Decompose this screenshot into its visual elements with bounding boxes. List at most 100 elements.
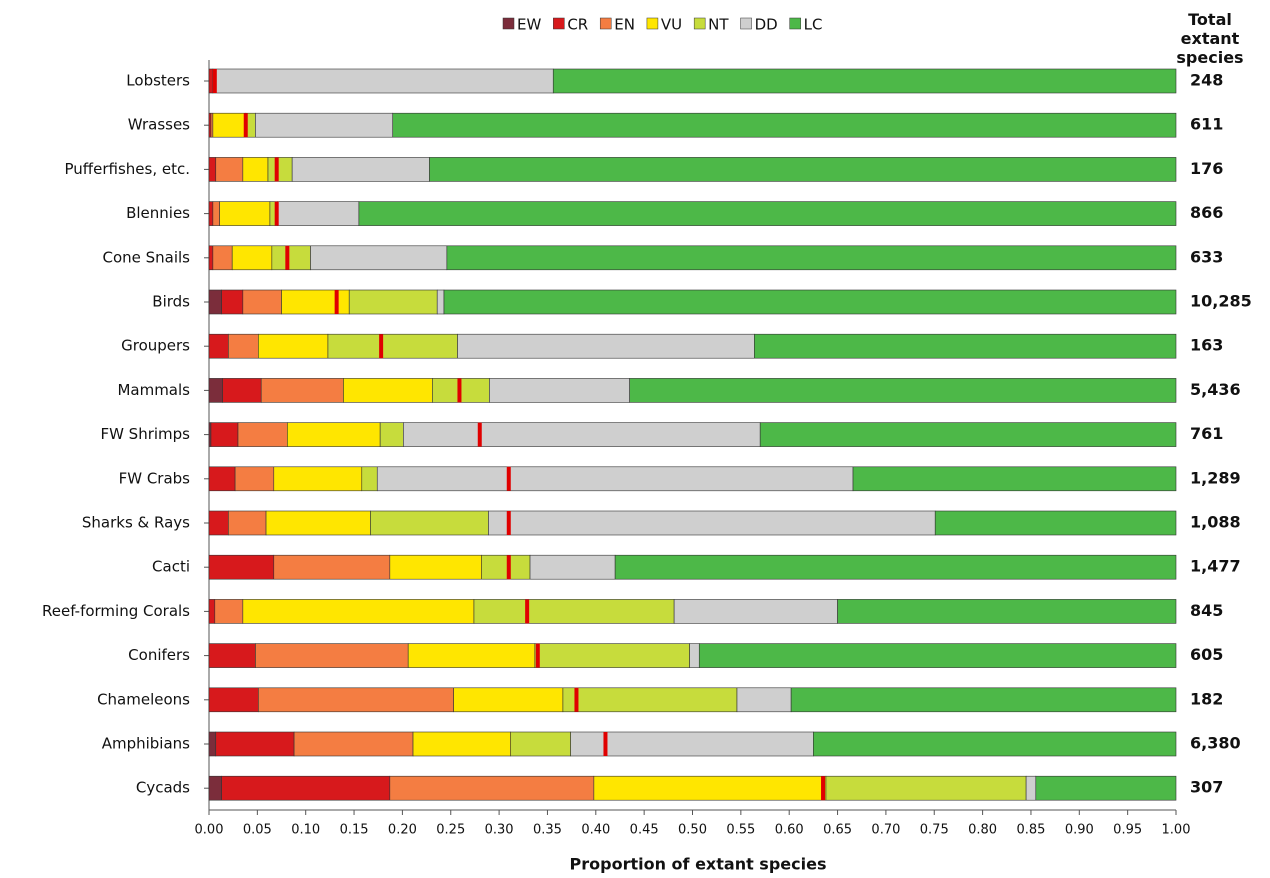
- x-tick-label: 0.45: [630, 823, 659, 838]
- total-label: 845: [1190, 601, 1223, 620]
- x-tick-label: 0.40: [581, 823, 610, 838]
- marker: [274, 201, 279, 226]
- total-label: 1,289: [1190, 468, 1241, 487]
- bar-segment: [214, 599, 244, 624]
- bar-segment: [271, 245, 311, 271]
- bar-segment: [389, 554, 482, 580]
- y-tick-label: Pufferfishes, etc.: [65, 160, 191, 178]
- bar-segment: [215, 157, 244, 182]
- bar-segment: [629, 378, 1177, 403]
- bar-segment: [614, 554, 1177, 580]
- marker: [379, 334, 384, 359]
- bar-segment: [208, 157, 217, 182]
- legend-swatch: [789, 17, 801, 30]
- legend-swatch: [646, 17, 659, 30]
- x-tick-label: 0.20: [388, 823, 417, 838]
- legend-label: CR: [567, 16, 588, 34]
- bar-segment: [228, 333, 259, 359]
- marker: [334, 290, 339, 314]
- marker: [525, 599, 530, 624]
- y-tick-label: Groupers: [121, 337, 190, 355]
- bar-segment: [208, 510, 229, 536]
- bar-segment: [242, 289, 282, 315]
- bar-segment: [327, 333, 458, 359]
- bar-segment: [934, 510, 1177, 536]
- bar-segment: [255, 112, 394, 138]
- bar-segment: [287, 422, 381, 447]
- x-tick-label: 0.00: [195, 823, 224, 838]
- legend-label: LC: [804, 16, 823, 34]
- total-label: 633: [1190, 247, 1223, 266]
- x-tick-label: 0.35: [533, 823, 562, 838]
- bar-segment: [379, 422, 404, 447]
- bar-segment: [215, 731, 295, 757]
- legend-label: VU: [661, 16, 682, 34]
- bar-segment: [343, 378, 433, 403]
- bar-segment: [208, 201, 214, 226]
- bar-segment: [208, 599, 216, 624]
- bar-segment: [208, 731, 217, 757]
- bar-segment: [852, 466, 1177, 492]
- bar-segment: [754, 333, 1177, 359]
- bar-segment: [234, 466, 275, 492]
- marker: [285, 245, 290, 270]
- bar-segment: [392, 112, 1177, 138]
- x-tick-label: 0.90: [1065, 823, 1094, 838]
- x-tick-label: 0.15: [340, 823, 369, 838]
- y-tick-label: Wrasses: [128, 116, 190, 134]
- bar-segment: [813, 731, 1177, 757]
- y-tick-label: Blennies: [126, 204, 190, 222]
- legend-swatch: [693, 17, 706, 30]
- bar-segment: [348, 289, 438, 315]
- total-label: 605: [1190, 645, 1223, 664]
- y-tick-label: Chameleons: [97, 690, 190, 708]
- total-label: 761: [1190, 424, 1223, 443]
- legend-label: EW: [517, 16, 541, 34]
- bar-segment: [407, 643, 536, 668]
- bar-segment: [208, 378, 223, 403]
- legend-swatch: [553, 17, 565, 30]
- total-label: 611: [1190, 115, 1223, 134]
- bar-segment: [698, 643, 1177, 668]
- y-tick-label: Birds: [152, 293, 190, 311]
- bar-segment: [403, 422, 761, 447]
- bar-segment: [267, 157, 293, 182]
- bar-segment: [473, 599, 675, 624]
- y-tick-label: Cacti: [152, 558, 190, 576]
- bar-segment: [260, 378, 344, 403]
- bar-segment: [562, 687, 738, 713]
- marker: [274, 157, 279, 182]
- y-tick-label: Amphibians: [102, 735, 190, 753]
- bar-segment: [361, 466, 378, 492]
- bar-segment: [208, 245, 214, 271]
- x-tick-label: 0.55: [726, 823, 755, 838]
- bar-segment: [291, 157, 430, 182]
- bar-segment: [570, 731, 814, 757]
- bar-segment: [370, 510, 489, 536]
- marker: [477, 422, 482, 447]
- bar-segment: [673, 599, 838, 624]
- bar-segment: [228, 510, 267, 536]
- bar-segment: [208, 333, 229, 359]
- total-label: 163: [1190, 336, 1223, 355]
- bar-segment: [273, 554, 391, 580]
- y-tick-label: Conifers: [128, 646, 190, 664]
- totals-header: Total extant species: [1176, 10, 1244, 67]
- bar-segment: [208, 289, 222, 315]
- total-label: 866: [1190, 203, 1223, 222]
- bar-segment: [412, 731, 512, 757]
- bar-segment: [1035, 775, 1177, 801]
- total-label: 307: [1190, 778, 1223, 797]
- bar-segment: [759, 422, 1177, 447]
- y-tick-label: Sharks & Rays: [82, 514, 190, 532]
- bar-segment: [376, 466, 854, 492]
- total-label: 1,088: [1190, 513, 1241, 532]
- bar-segment: [212, 112, 247, 138]
- x-tick-label: 0.95: [1113, 823, 1142, 838]
- x-tick-label: 0.75: [920, 823, 949, 838]
- legend-label: DD: [755, 16, 778, 34]
- bar-segment: [310, 245, 448, 271]
- bar-segment: [258, 333, 329, 359]
- marker: [603, 732, 608, 756]
- bar-segment: [255, 643, 409, 668]
